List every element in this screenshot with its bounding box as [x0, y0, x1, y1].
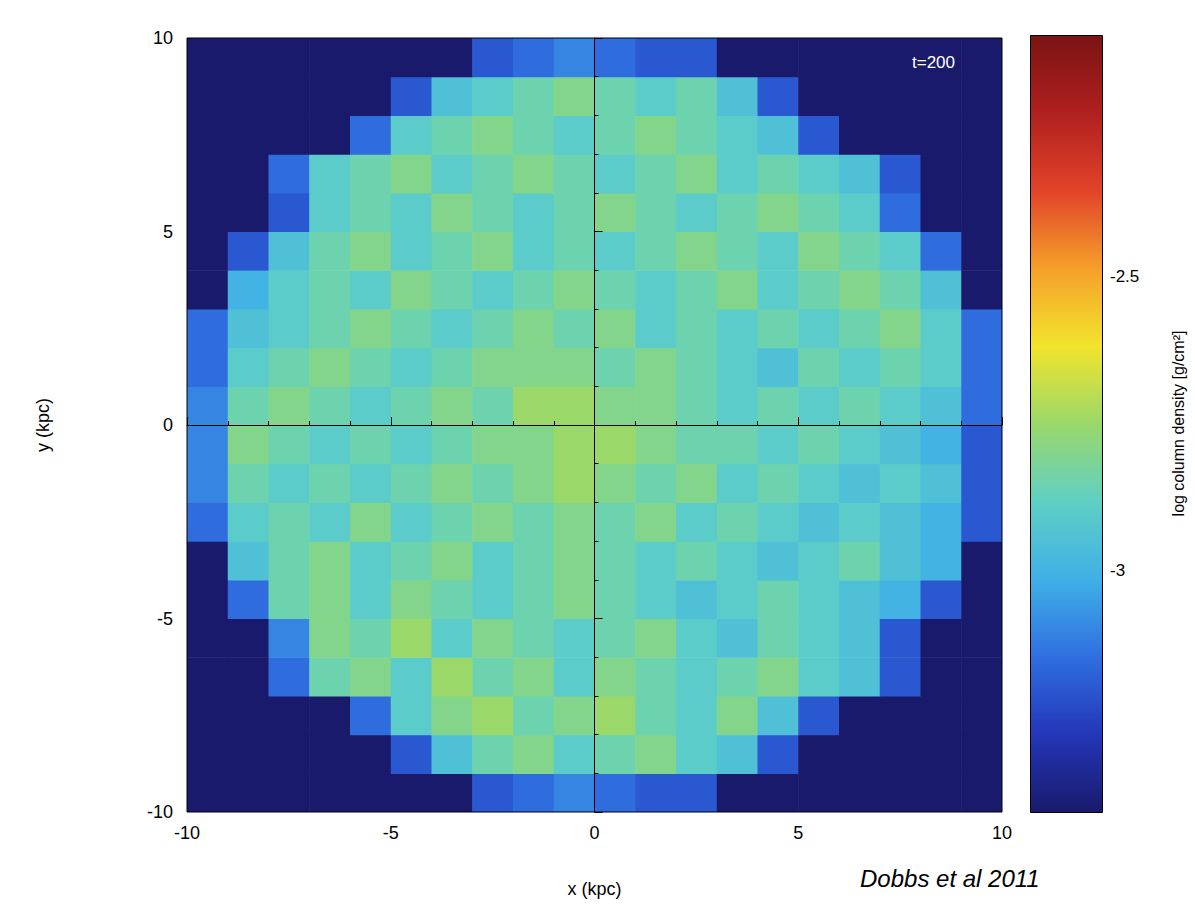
svg-text:log column density [g/cm²]: log column density [g/cm²] [1170, 331, 1187, 517]
svg-text:0: 0 [589, 823, 599, 843]
svg-text:x (kpc): x (kpc) [568, 879, 622, 899]
svg-text:-5: -5 [157, 609, 173, 629]
svg-text:y (kpc): y (kpc) [33, 398, 53, 452]
svg-text:10: 10 [992, 823, 1012, 843]
svg-text:Dobbs et al 2011: Dobbs et al 2011 [860, 865, 1040, 892]
svg-text:-3: -3 [1110, 561, 1125, 580]
svg-text:-10: -10 [174, 823, 200, 843]
svg-text:t=200: t=200 [912, 53, 955, 72]
svg-text:5: 5 [793, 823, 803, 843]
svg-text:10: 10 [153, 28, 173, 48]
svg-text:5: 5 [163, 222, 173, 242]
svg-text:0: 0 [163, 415, 173, 435]
svg-text:-10: -10 [147, 802, 173, 822]
svg-text:-2.5: -2.5 [1110, 267, 1139, 286]
svg-text:-5: -5 [383, 823, 399, 843]
